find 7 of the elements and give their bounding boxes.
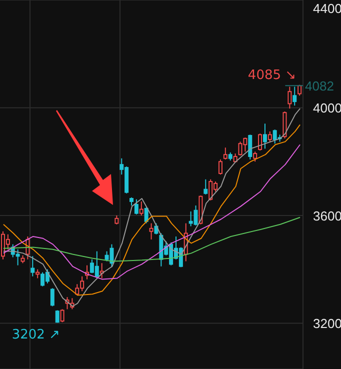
y-tick-label: 4000 xyxy=(313,100,341,116)
y-tick-label: 3600 xyxy=(313,208,341,224)
y-tick-label: 3200 xyxy=(313,316,341,332)
y-tick-label: 4400 xyxy=(313,1,341,16)
annotation: 4085 ↘ xyxy=(248,68,296,83)
annotation: 3202 ↗ xyxy=(12,328,60,343)
ref-line-label: 4082 xyxy=(305,78,334,94)
